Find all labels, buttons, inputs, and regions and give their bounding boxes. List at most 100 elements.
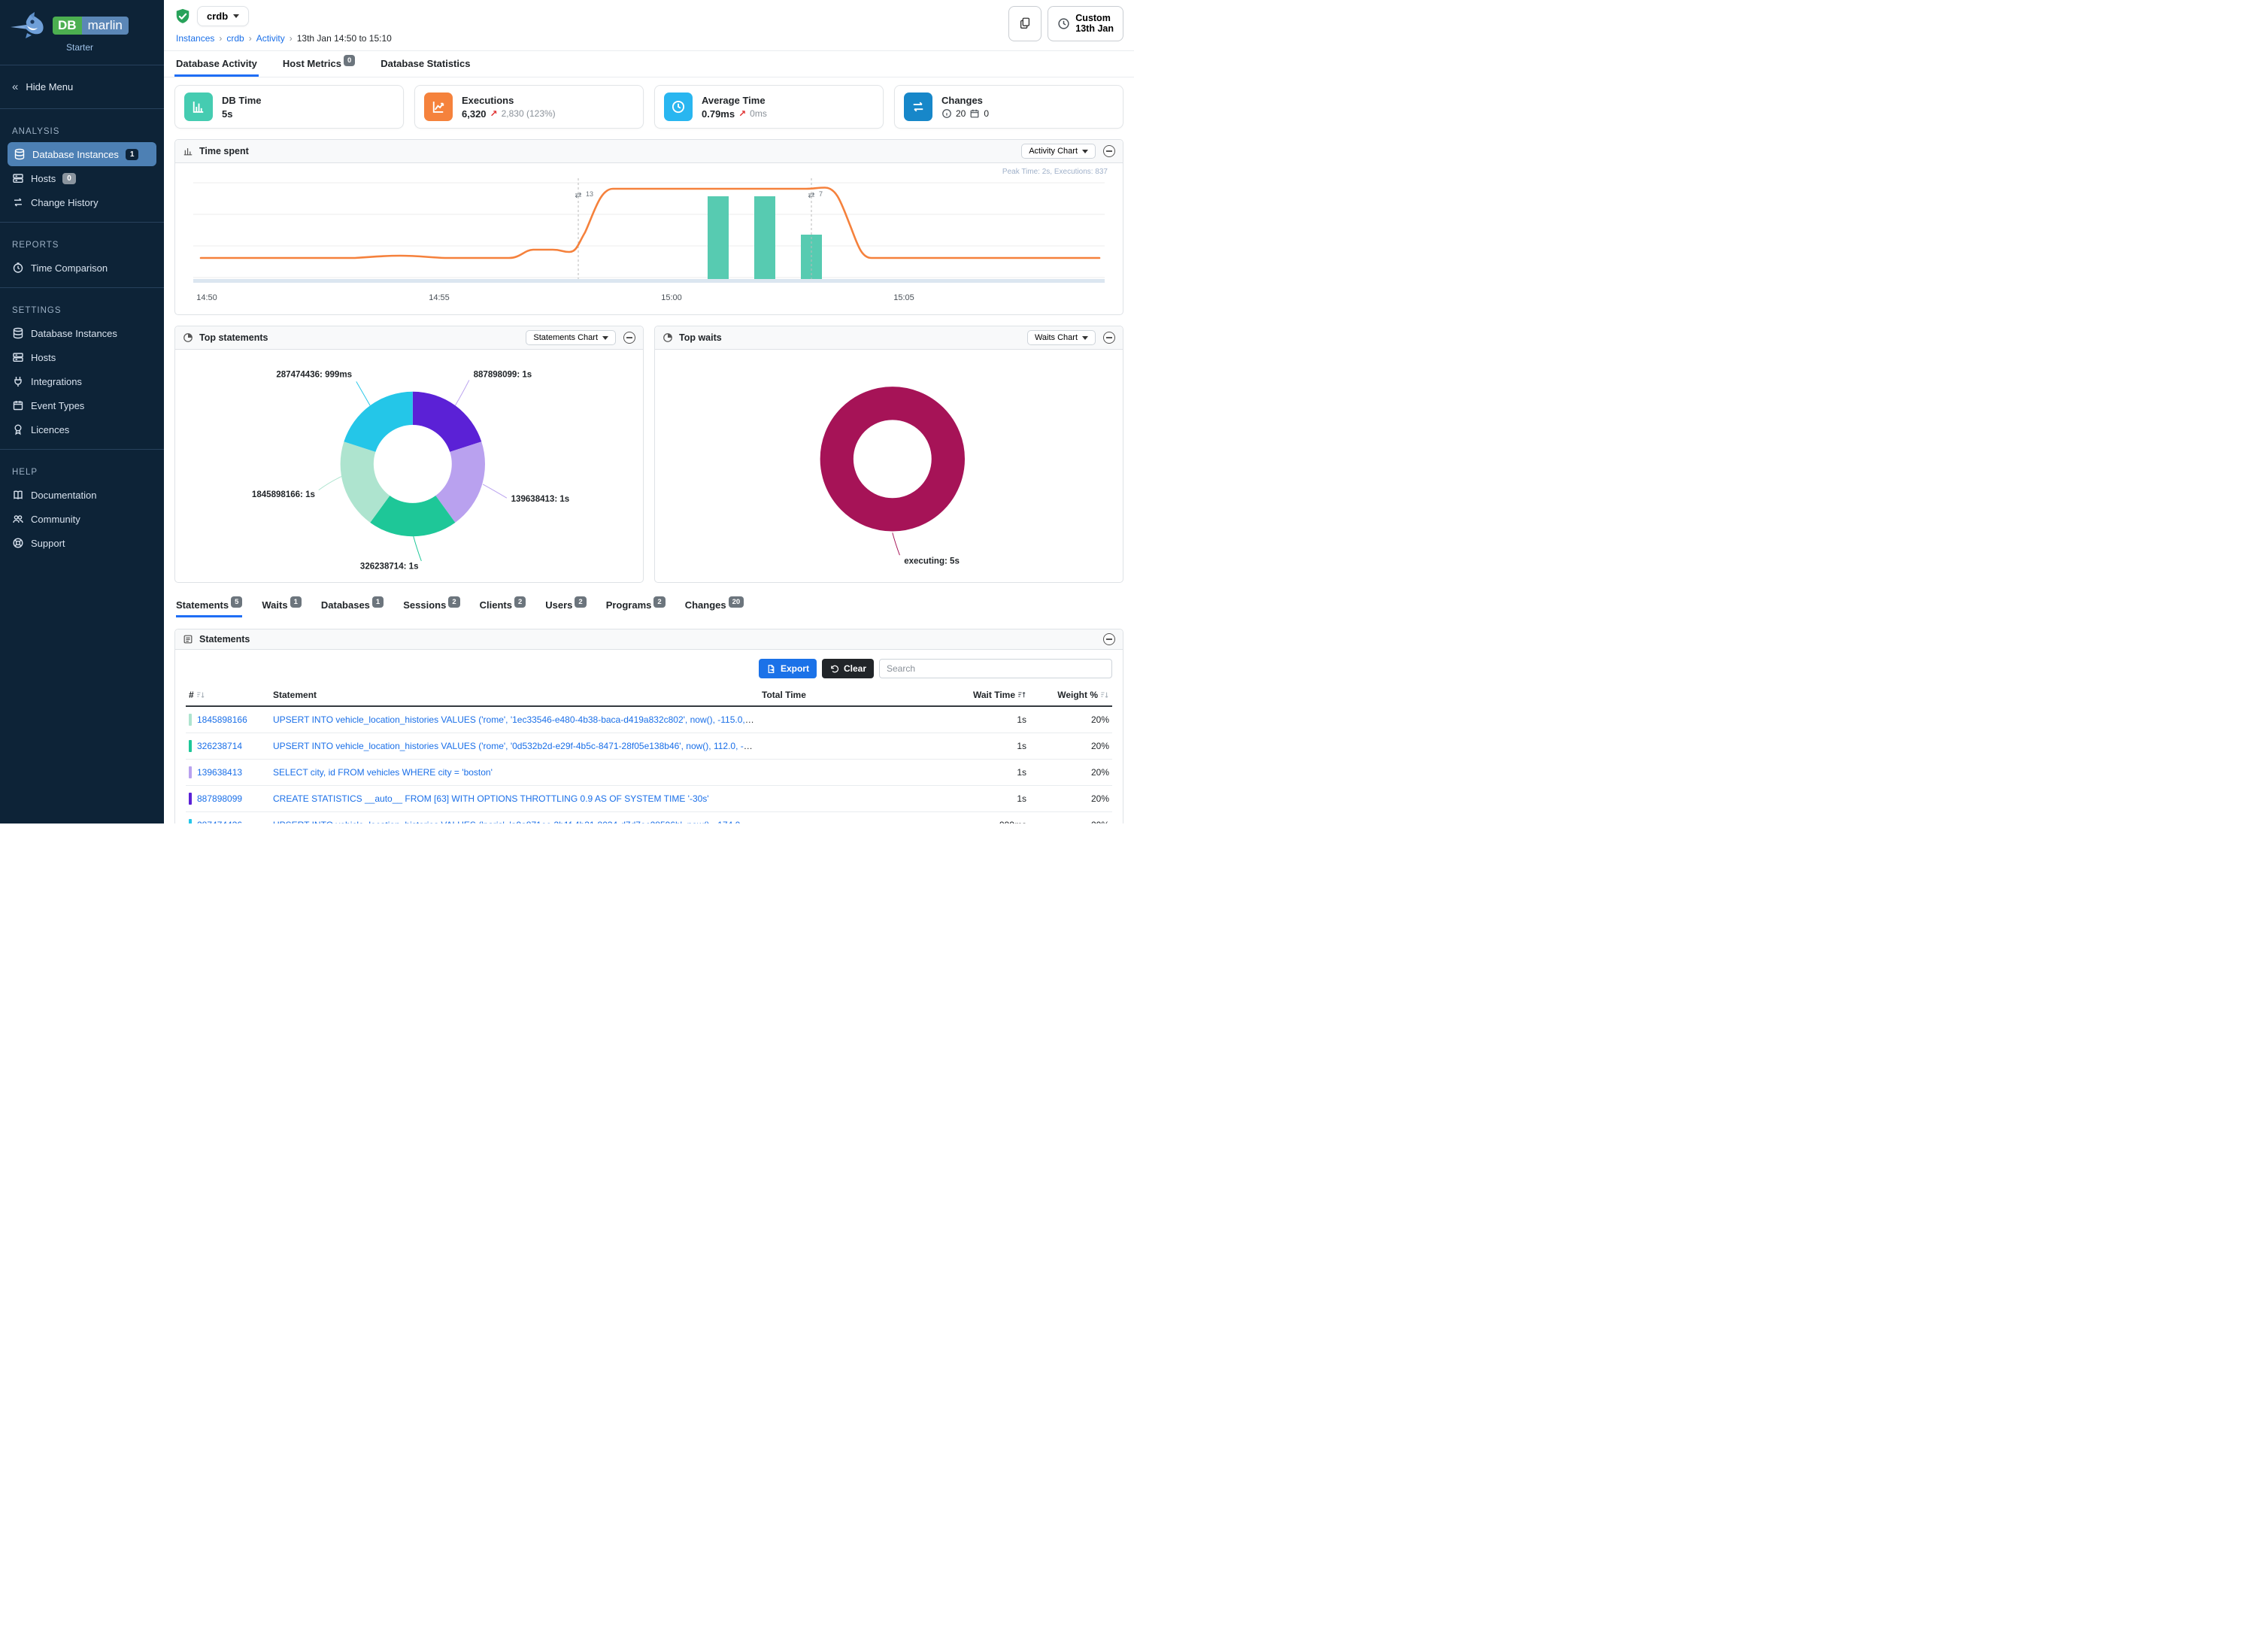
executions-bar[interactable] bbox=[754, 196, 775, 279]
sidebar-item-settings-database-instances[interactable]: Database Instances bbox=[0, 321, 164, 345]
sort-icon bbox=[1101, 692, 1108, 698]
breadcrumb-activity[interactable]: Activity bbox=[256, 33, 285, 44]
col-statement[interactable]: Statement bbox=[270, 684, 759, 707]
breadcrumb-instances[interactable]: Instances bbox=[176, 33, 215, 44]
sidebar-item-integrations[interactable]: Integrations bbox=[0, 369, 164, 393]
sidebar-item-licences[interactable]: Licences bbox=[0, 417, 164, 441]
sidebar-item-time-comparison[interactable]: Time Comparison bbox=[0, 256, 164, 280]
breadcrumb-crdb[interactable]: crdb bbox=[226, 33, 244, 44]
statements-badge: 5 bbox=[231, 596, 243, 608]
swap-arrows-icon bbox=[904, 93, 932, 121]
donut-slice-1845898166[interactable] bbox=[340, 441, 390, 523]
col-weight[interactable]: Weight % bbox=[1029, 684, 1112, 707]
sidebar-item-change-history[interactable]: Change History bbox=[0, 190, 164, 214]
statement-id-link[interactable]: 139638413 bbox=[197, 767, 243, 778]
export-button[interactable]: Export bbox=[758, 659, 817, 678]
wait-time-value: 999ms bbox=[902, 811, 1029, 824]
executions-bar[interactable] bbox=[708, 196, 729, 279]
tab-databases[interactable]: Databases 1 bbox=[321, 596, 384, 617]
change-marker-count[interactable]: 7 bbox=[819, 190, 823, 198]
sidebar-item-database-instances[interactable]: Database Instances 1 bbox=[8, 142, 156, 166]
donut-label-326238714: 326238714: 1s bbox=[360, 562, 419, 571]
tab-users[interactable]: Users 2 bbox=[545, 596, 587, 617]
collapse-panel-button[interactable] bbox=[623, 332, 635, 344]
weight-value: 20% bbox=[1090, 714, 1109, 725]
tab-clients[interactable]: Clients 2 bbox=[480, 596, 526, 617]
chevron-down-icon bbox=[1082, 149, 1088, 153]
col-wait-time[interactable]: Wait Time bbox=[902, 684, 1029, 707]
copy-link-button[interactable] bbox=[1008, 6, 1042, 41]
donut-slice-139638413[interactable] bbox=[435, 441, 485, 523]
undo-icon bbox=[831, 665, 838, 672]
weight-value: 20% bbox=[1029, 759, 1112, 786]
hide-menu-button[interactable]: « Hide Menu bbox=[0, 73, 164, 101]
statement-sql-link[interactable]: UPSERT INTO vehicle_location_histories V… bbox=[273, 714, 759, 725]
time-range-mode: Custom bbox=[1075, 13, 1111, 23]
donut-slice-326238714[interactable] bbox=[370, 496, 456, 537]
statement-sql-link[interactable]: CREATE STATISTICS __auto__ FROM [63] WIT… bbox=[273, 793, 709, 804]
donut-panels-row: Top statements Statements Chart bbox=[174, 315, 1123, 583]
tab-label: Statements bbox=[176, 599, 229, 611]
bar-chart-icon bbox=[184, 93, 213, 121]
export-label: Export bbox=[780, 663, 809, 674]
col-id[interactable]: # bbox=[186, 684, 270, 707]
section-settings: SETTINGS bbox=[12, 306, 62, 315]
sidebar-item-hosts[interactable]: Hosts 0 bbox=[0, 166, 164, 190]
db-time-line[interactable] bbox=[199, 187, 1101, 259]
waits-donut-svg: executing: 5s bbox=[820, 387, 965, 566]
col-total-time[interactable]: Total Time bbox=[759, 684, 902, 707]
statement-sql-link[interactable]: SELECT city, id FROM vehicles WHERE city… bbox=[273, 767, 493, 778]
collapse-panel-button[interactable] bbox=[1103, 145, 1115, 157]
tab-sessions[interactable]: Sessions 2 bbox=[403, 596, 460, 617]
statement-sql-link[interactable]: UPSERT INTO vehicle_location_histories V… bbox=[273, 741, 759, 751]
activity-chart-dropdown[interactable]: Activity Chart bbox=[1021, 144, 1096, 159]
statements-chart-dropdown[interactable]: Statements Chart bbox=[526, 330, 616, 345]
sidebar-item-support[interactable]: Support bbox=[0, 531, 164, 555]
tab-changes[interactable]: Changes 20 bbox=[685, 596, 744, 617]
life-ring-icon bbox=[13, 538, 23, 548]
sidebar-item-settings-hosts[interactable]: Hosts bbox=[0, 345, 164, 369]
sidebar-divider bbox=[0, 287, 164, 288]
kpi-title: Average Time bbox=[702, 94, 766, 106]
sidebar-item-event-types[interactable]: Event Types bbox=[0, 393, 164, 417]
collapse-panel-button[interactable] bbox=[1103, 332, 1115, 344]
table-row: 887898099 CREATE STATISTICS __auto__ FRO… bbox=[186, 785, 1112, 812]
brand-db-badge: DB bbox=[53, 17, 82, 35]
clear-button[interactable]: Clear bbox=[821, 659, 874, 678]
search-input[interactable] bbox=[879, 659, 1112, 678]
tab-host-metrics[interactable]: Host Metrics 0 bbox=[281, 51, 356, 77]
waits-chart-dropdown[interactable]: Waits Chart bbox=[1026, 330, 1096, 345]
tab-label: Changes bbox=[684, 599, 726, 611]
statement-id-link[interactable]: 1845898166 bbox=[197, 714, 247, 725]
statements-donut-chart: 287474436: 999ms 887898099: 1s 184589816… bbox=[175, 350, 643, 582]
tab-waits[interactable]: Waits 1 bbox=[262, 596, 302, 617]
statement-sql-link[interactable]: UPSERT INTO vehicle_location_histories V… bbox=[273, 820, 759, 824]
change-marker-count[interactable]: 13 bbox=[586, 190, 593, 198]
statement-id-link[interactable]: 887898099 bbox=[197, 793, 243, 804]
tab-programs[interactable]: Programs 2 bbox=[606, 596, 666, 617]
tab-statements[interactable]: Statements 5 bbox=[176, 596, 243, 617]
tab-database-activity[interactable]: Database Activity bbox=[174, 51, 259, 77]
book-icon bbox=[14, 490, 23, 499]
statement-id-link[interactable]: 326238714 bbox=[197, 741, 243, 751]
tab-database-statistics[interactable]: Database Statistics bbox=[379, 51, 471, 77]
tab-label: Databases bbox=[320, 599, 370, 611]
donut-slice-887898099[interactable] bbox=[412, 391, 482, 452]
x-tick: 14:55 bbox=[429, 293, 450, 302]
sidebar-item-documentation[interactable]: Documentation bbox=[0, 483, 164, 507]
donut-slice-287474436[interactable] bbox=[344, 391, 413, 452]
content: DB Time 5s Executions 6,320 ↗ 2,830 (123… bbox=[164, 77, 1134, 824]
statements-donut-svg: 287474436: 999ms 887898099: 1s 184589816… bbox=[252, 371, 569, 572]
sidebar-item-community[interactable]: Community bbox=[0, 507, 164, 531]
breadcrumb: Instances crdb Activity 13th Jan 14:50 t… bbox=[174, 26, 1123, 50]
table-header-row: # Statement Total Time Wait Time Weight … bbox=[186, 684, 1112, 707]
time-range-button[interactable]: Custom 13th Jan bbox=[1048, 6, 1123, 41]
donut-slice-executing[interactable] bbox=[820, 387, 965, 532]
instance-selector-button[interactable]: crdb bbox=[197, 6, 250, 26]
clock-icon bbox=[1058, 18, 1069, 29]
x-tick: 15:00 bbox=[661, 293, 682, 302]
statement-color-chip bbox=[189, 819, 192, 824]
statement-id-link[interactable]: 287474436 bbox=[197, 820, 242, 824]
sidebar-divider bbox=[0, 222, 164, 223]
collapse-panel-button[interactable] bbox=[1103, 633, 1115, 645]
